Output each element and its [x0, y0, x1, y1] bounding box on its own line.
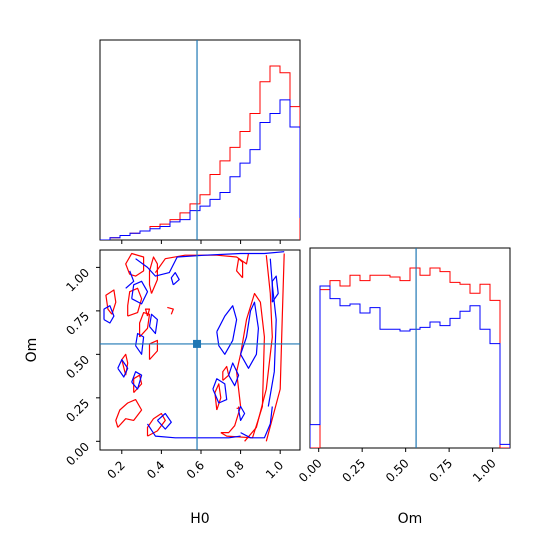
contour-red	[222, 365, 230, 381]
om-marginal-panel: 0.00 0.25 0.50 0.75 1.00 Om	[296, 247, 511, 527]
contour-red	[236, 258, 244, 279]
joint-truth-marker	[100, 250, 300, 450]
joint-contours	[103, 251, 285, 442]
om-tick-label: 0.50	[63, 353, 92, 382]
contour-red	[144, 308, 151, 317]
contour-blue	[156, 412, 172, 430]
contour-red	[105, 289, 117, 315]
contour-red	[125, 252, 145, 277]
contour-red	[236, 406, 240, 409]
contour-blue	[212, 378, 228, 404]
h0-histograms	[100, 40, 300, 240]
h0-tick-label: 0.8	[223, 458, 246, 481]
h0-hist-blue	[100, 99, 300, 240]
om-marginal-tick-label: 0.50	[383, 456, 412, 485]
om-tick-label: 1.00	[63, 266, 92, 295]
contour-blue	[117, 359, 129, 378]
joint-panel: 0.2 0.4 0.6 0.8 1.0 0.000.250.500.751.00 H0 …	[24, 249, 301, 527]
h0-marginal-panel	[99, 39, 301, 244]
contour-blue	[170, 272, 180, 286]
h0-axis-label: H0	[190, 511, 209, 527]
h0-tick-label: 1.0	[263, 458, 286, 481]
om-hist-red	[310, 267, 510, 448]
om-axis-label: Om	[24, 338, 40, 363]
contour-red	[214, 383, 222, 411]
contour-red	[167, 306, 174, 315]
contour-blue	[146, 423, 241, 439]
contour-blue	[135, 332, 145, 355]
h0-tick-label: 0.2	[105, 458, 128, 481]
h0-tick-label: 0.4	[144, 458, 167, 481]
om-marginal-axis-label: Om	[398, 511, 423, 527]
om-marginal-tick-label: 1.00	[470, 456, 499, 485]
h0-marginal-ticks	[121, 240, 281, 244]
contour-blue	[131, 280, 149, 305]
om-marginal-tick-label: 0.25	[340, 456, 369, 485]
h0-hist-red	[100, 65, 300, 240]
om-marginal-frame	[309, 247, 511, 449]
om-hist-blue	[310, 285, 510, 448]
contour-blue	[148, 313, 158, 335]
om-axis-ticks: 0.00 0.25 0.50 0.75 1.00	[63, 266, 100, 469]
contour-red	[265, 253, 285, 442]
om-marginal-tick-label: 0.75	[426, 456, 455, 485]
contour-red	[133, 374, 143, 394]
contour-red	[127, 287, 143, 317]
om-histograms	[310, 248, 510, 448]
contour-blue	[125, 270, 135, 289]
om-tick-label: 0.25	[63, 396, 92, 425]
contour-red	[139, 312, 151, 338]
contour-blue	[228, 362, 240, 387]
contour-blue	[238, 405, 246, 421]
contour-blue	[271, 275, 279, 303]
joint-frame	[99, 249, 301, 451]
contour-red	[220, 292, 265, 439]
contour-red	[244, 255, 273, 442]
om-tick-label: 0.00	[63, 440, 92, 469]
contour-red	[154, 253, 250, 273]
contour-blue	[267, 258, 277, 407]
contour-red	[115, 399, 143, 428]
joint-truth-point	[193, 339, 202, 348]
contour-blue	[240, 406, 273, 439]
contour-blue	[216, 305, 238, 355]
h0-axis-ticks: 0.2 0.4 0.6 0.8 1.0	[105, 450, 286, 482]
contour-blue	[131, 371, 143, 390]
om-marginal-ticks: 0.00 0.25 0.50 0.75 1.00	[296, 448, 499, 485]
om-tick-label: 0.75	[63, 309, 92, 338]
contour-red	[148, 339, 158, 361]
h0-tick-label: 0.6	[184, 458, 207, 481]
contour-red	[146, 412, 166, 437]
contour-blue	[103, 305, 115, 324]
contour-red	[148, 256, 158, 294]
contour-blue	[135, 251, 285, 277]
om-marginal-tick-label: 0.00	[296, 456, 325, 485]
contour-blue	[240, 301, 259, 369]
